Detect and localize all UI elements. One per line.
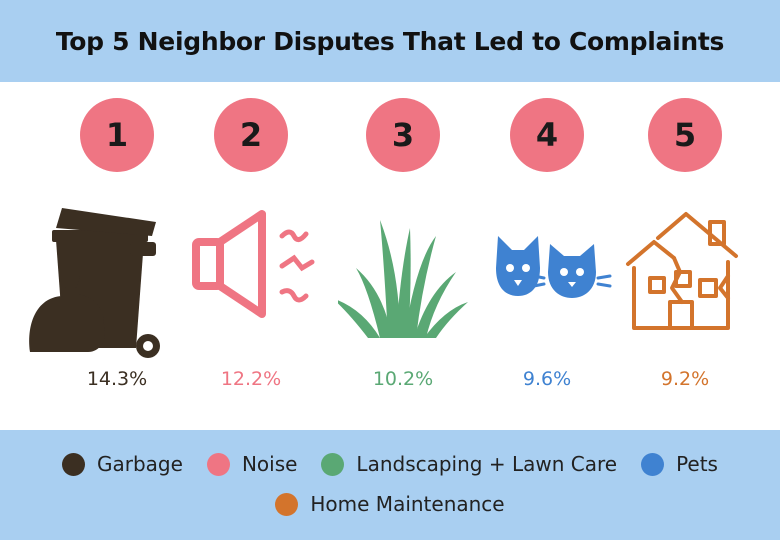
grass-icon — [338, 220, 468, 338]
category-landscaping: 3 10.2% — [338, 82, 468, 430]
legend-dot — [275, 492, 299, 516]
value-label: 9.6% — [522, 368, 572, 390]
legend-item-home-maintenance: Home Maintenance — [275, 492, 505, 516]
rank-badge: 5 — [648, 98, 722, 172]
legend-label: Home Maintenance — [310, 492, 505, 516]
legend-dot — [206, 452, 230, 476]
rank-badge: 3 — [366, 98, 440, 172]
legend-label: Garbage — [97, 452, 183, 476]
rank-badge: 2 — [214, 98, 288, 172]
legend-label: Noise — [241, 452, 298, 476]
category-pets: 4 9.6% — [482, 82, 612, 430]
chart-area: 1 14.3% 2 — [0, 82, 780, 430]
rank-badge: 4 — [510, 98, 584, 172]
legend-item-landscaping: Landscaping + Lawn Care — [321, 452, 617, 476]
legend-row: Home Maintenance — [0, 492, 780, 516]
garbage-bin-icon — [29, 208, 160, 358]
legend-label: Pets — [676, 452, 718, 476]
legend-label: Landscaping + Lawn Care — [356, 452, 618, 476]
legend-dot — [62, 452, 85, 476]
legend-item-garbage: Garbage — [62, 452, 183, 476]
category-garbage: 1 14.3% — [29, 82, 182, 430]
cat-dog-icon — [496, 236, 612, 298]
category-noise: 2 12.2% — [186, 82, 316, 430]
value-label: 10.2% — [372, 368, 434, 390]
value-label: 12.2% — [220, 368, 282, 390]
chart-title: Top 5 Neighbor Disputes That Led to Comp… — [55, 26, 725, 56]
legend-dot — [321, 452, 345, 476]
legend-dot — [641, 452, 665, 476]
legend-item-pets: Pets — [641, 452, 718, 476]
legend-item-noise: Noise — [206, 452, 298, 476]
legend-row: Garbage Noise Landscaping + Lawn Care Pe… — [0, 452, 780, 476]
category-home-maintenance: 5 9.2% — [620, 82, 750, 430]
speaker-noise-icon — [192, 210, 315, 318]
header-banner: Top 5 Neighbor Disputes That Led to Comp… — [0, 0, 780, 82]
value-label: 9.2% — [660, 368, 710, 390]
value-label: 14.3% — [86, 368, 148, 390]
legend: Garbage Noise Landscaping + Lawn Care Pe… — [0, 430, 780, 540]
broken-house-icon — [626, 212, 738, 330]
rank-badge: 1 — [80, 98, 154, 172]
